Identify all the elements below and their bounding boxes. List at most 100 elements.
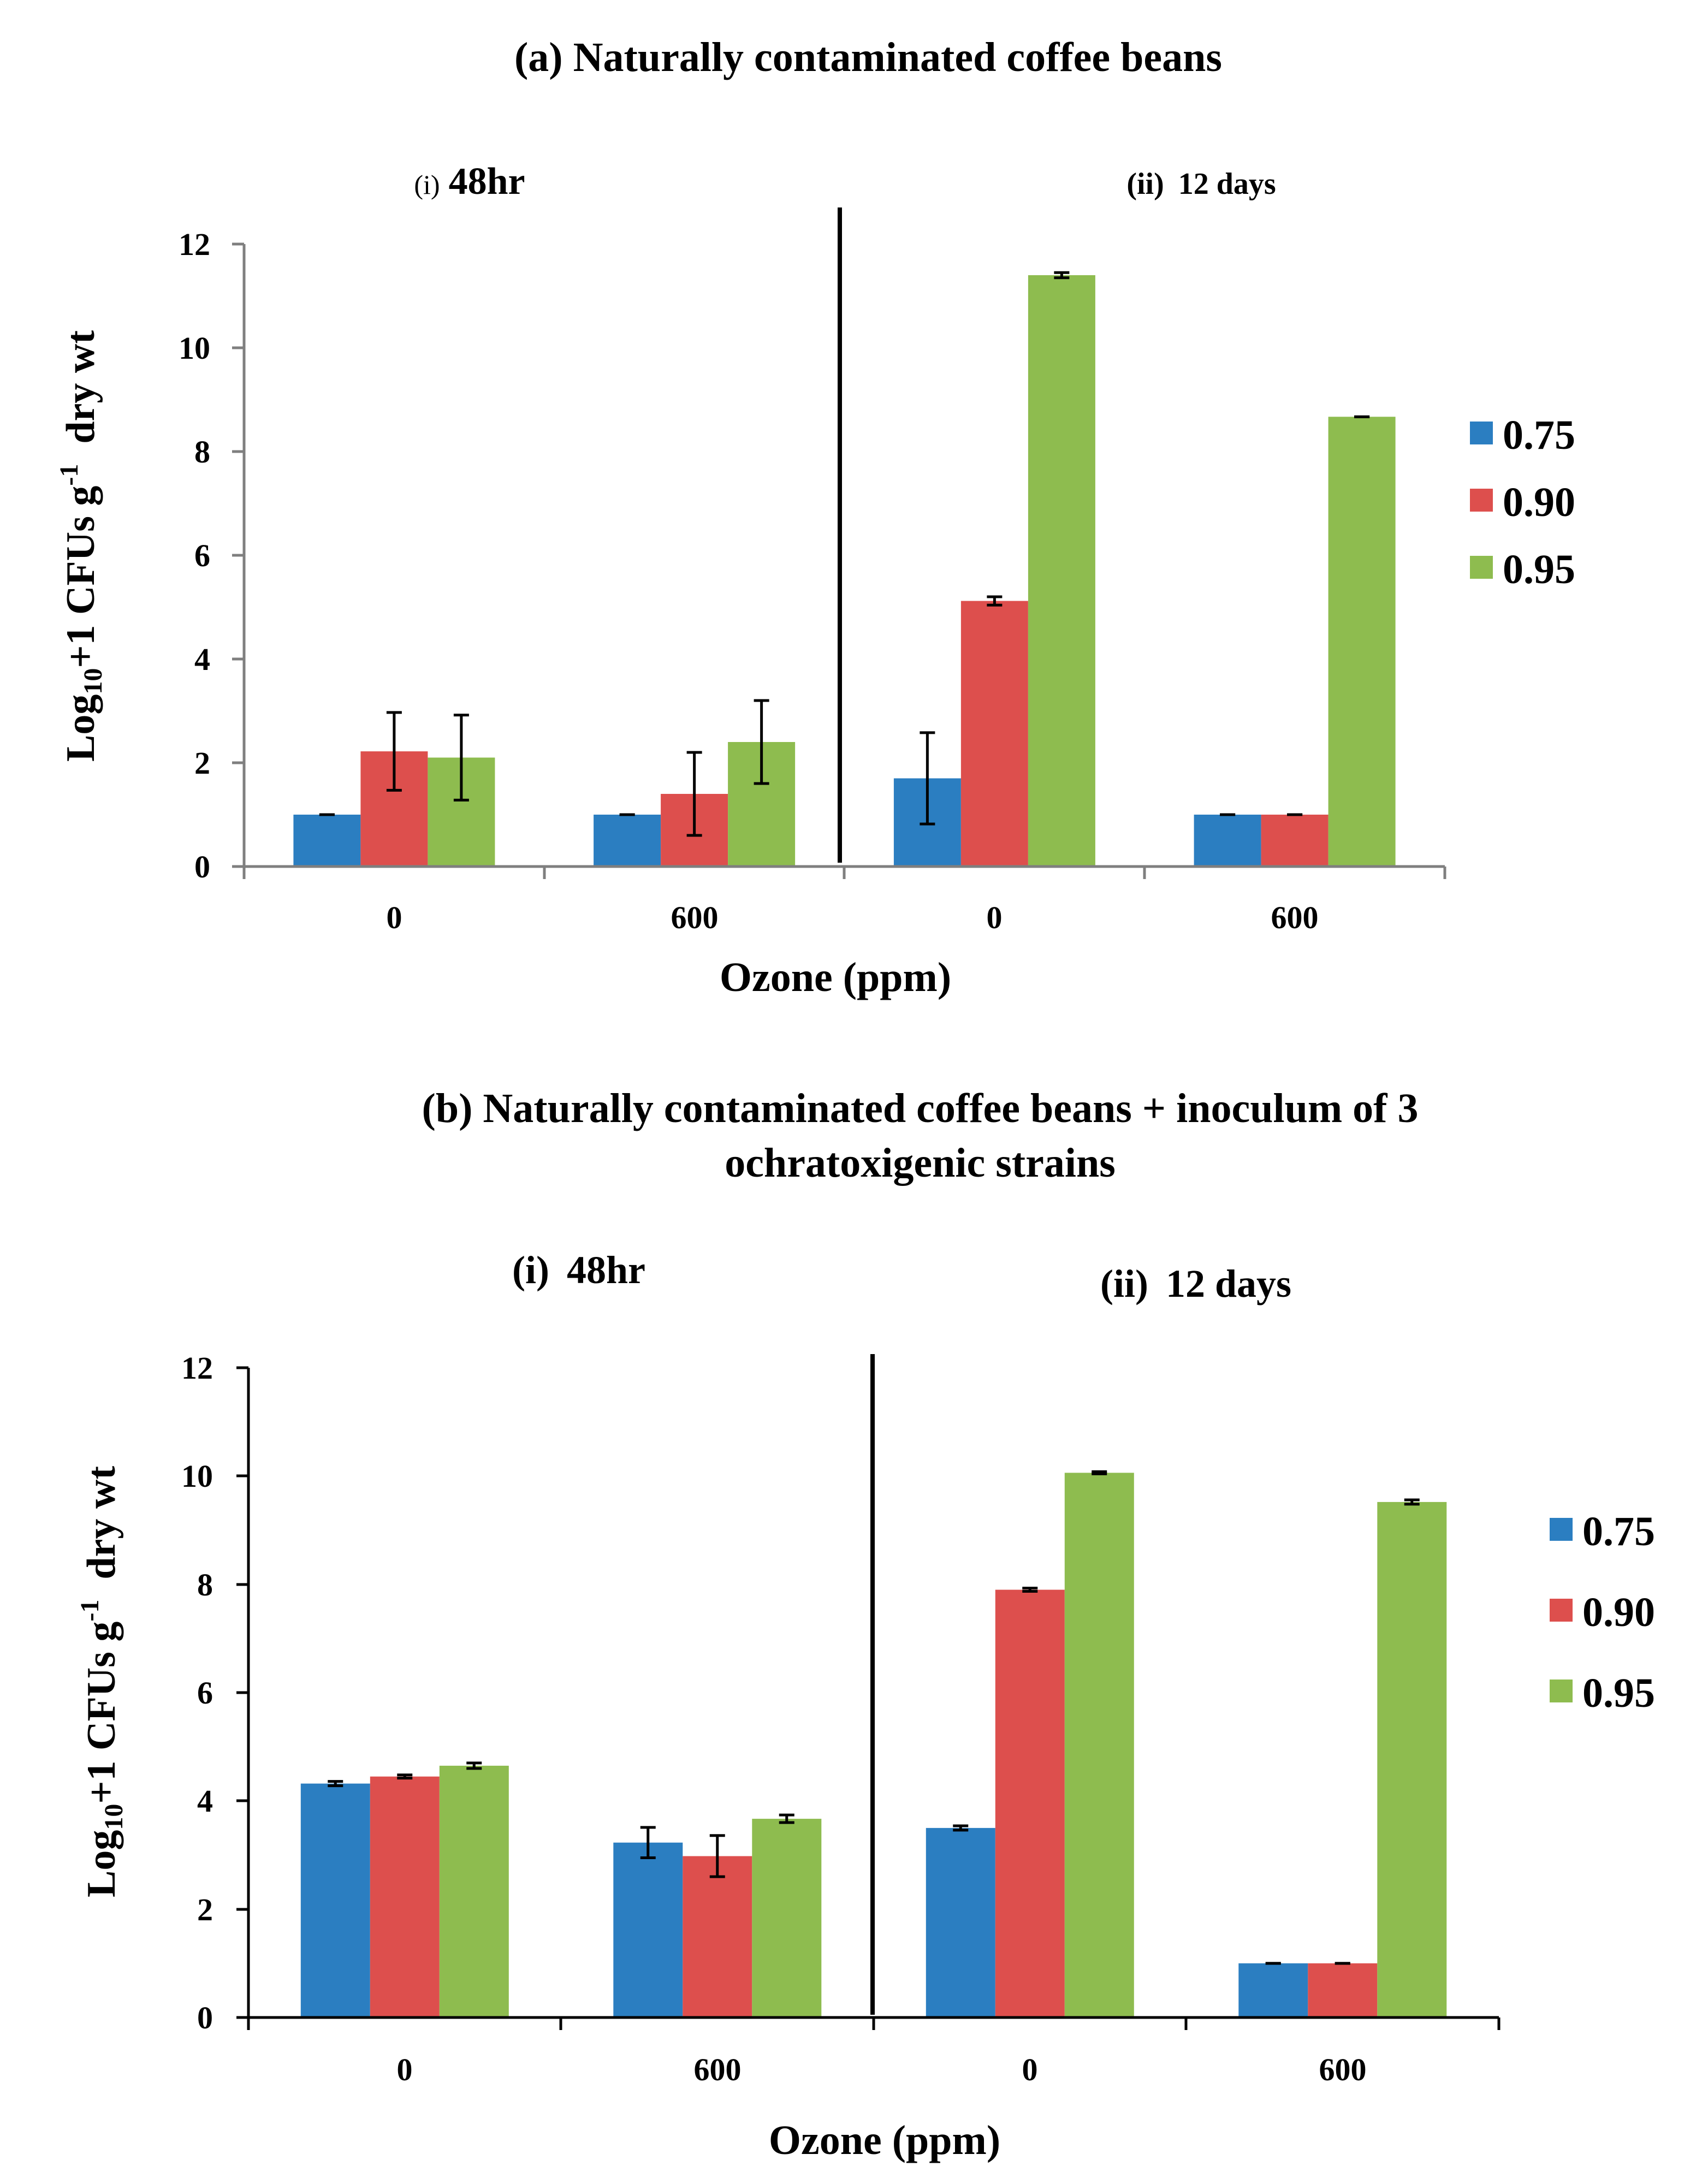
chart-b-ytick-label-2: 2 — [197, 1892, 213, 1927]
chart-a-legend-label-2: 0.95 — [1503, 547, 1575, 592]
chart-b-ylabel-sup: -1 — [75, 1600, 104, 1622]
chart-b-errorbar-s2-c0 — [466, 1761, 482, 1770]
chart-b-y-ticks: 0 2 4 6 8 10 12 — [181, 1350, 248, 2035]
chart-b-bar-s2-c1 — [752, 1819, 822, 2017]
chart-a-category-label-0: 0 — [387, 900, 402, 935]
chart-a-errorbar-s2-c2 — [1054, 271, 1070, 280]
chart-a: (a) Naturally contaminated coffee beans … — [55, 34, 1575, 1000]
chart-a-ytick-label-8: 8 — [194, 434, 210, 470]
chart-a-category-label-1: 600 — [671, 900, 719, 935]
chart-b-errorbar-s0-c2 — [953, 1824, 969, 1832]
chart-b-ytick-label-6: 6 — [197, 1675, 213, 1711]
chart-b-bar-s0-c2 — [926, 1827, 995, 2017]
chart-a-legend: 0.75 0.90 0.95 — [1470, 412, 1575, 592]
chart-a-errorbar-s1-c1 — [686, 751, 702, 837]
chart-a-panel-i-prefix: (i) — [414, 169, 440, 200]
chart-b-ylabel-main: Log — [79, 1830, 124, 1897]
chart-a-panel-ii-prefix: (ii) — [1126, 167, 1164, 201]
chart-b-title-line1: (b) Naturally contaminated coffee beans … — [422, 1085, 1419, 1131]
chart-b-y-axis-label: Log10+1 CFUs g-1 dry wt — [75, 1466, 128, 1897]
chart-b-legend-swatch-1 — [1550, 1599, 1573, 1622]
chart-b-category-label-0: 0 — [397, 2052, 413, 2087]
chart-a-panel-ii-label: (ii) 12 days — [1126, 167, 1276, 201]
chart-b-bar-s2-c2 — [1064, 1473, 1134, 2017]
chart-a-legend-swatch-1 — [1470, 489, 1493, 512]
chart-b-bar-s0-c3 — [1238, 1963, 1308, 2017]
chart-b-bar-s2-c0 — [439, 1765, 509, 2017]
chart-a-bar-s0-c1 — [594, 815, 661, 867]
chart-a-category-label-2: 0 — [987, 900, 1003, 935]
chart-b-errorbar-s0-c0 — [328, 1780, 343, 1788]
chart-b-panel-i-prefix: (i) — [512, 1248, 549, 1292]
chart-a-ylabel-sup: -1 — [55, 464, 84, 486]
chart-a-bar-s2-c3 — [1328, 417, 1396, 867]
chart-b-errorbar-s0-c1 — [640, 1826, 656, 1859]
chart-b-panel-ii-prefix: (ii) — [1100, 1262, 1148, 1305]
chart-a-y-ticks: 0 2 4 6 8 10 12 — [179, 227, 244, 885]
chart-a-x-ticks: 0 600 0 600 — [242, 867, 1446, 935]
chart-a-ytick-label-12: 12 — [179, 227, 210, 262]
chart-b-bar-s1-c2 — [995, 1589, 1065, 2017]
chart-a-errorbar-s1-c2 — [987, 595, 1003, 607]
chart-b: (b) Naturally contaminated coffee beans … — [75, 1085, 1655, 2163]
chart-a-panel-i-name: 48hr — [449, 161, 525, 203]
chart-b-bar-s1-c3 — [1308, 1963, 1378, 2017]
chart-b-ylabel-tail: dry wt — [79, 1466, 124, 1600]
chart-b-title-line2: ochratoxigenic strains — [725, 1140, 1116, 1186]
chart-b-bar-s0-c1 — [613, 1842, 683, 2017]
chart-b-ytick-label-0: 0 — [197, 2000, 213, 2035]
chart-a-title: (a) Naturally contaminated coffee beans — [514, 34, 1222, 80]
chart-b-bar-s1-c1 — [683, 1856, 752, 2017]
chart-b-bar-s0-c0 — [300, 1783, 370, 2017]
chart-a-errorbar-s2-c0 — [453, 714, 469, 802]
chart-a-ylabel-tail: dry wt — [58, 330, 103, 464]
chart-a-ytick-label-10: 10 — [179, 330, 210, 366]
chart-a-ytick-label-2: 2 — [194, 745, 210, 781]
chart-a-errorbar-s0-c2 — [920, 731, 935, 826]
chart-b-x-axis-label: Ozone (ppm) — [769, 2117, 1000, 2163]
chart-a-ytick-label-6: 6 — [194, 538, 210, 573]
chart-b-bar-s2-c3 — [1377, 1502, 1447, 2017]
chart-a-bars — [293, 275, 1396, 867]
chart-a-y-axis-label: Log10+1 CFUs g-1 dry wt — [55, 330, 108, 762]
chart-b-errorbar-s1-c2 — [1022, 1587, 1038, 1593]
chart-b-category-label-2: 0 — [1022, 2052, 1038, 2087]
chart-b-panel-ii-name: 12 days — [1166, 1262, 1291, 1305]
chart-b-errorbar-s2-c2 — [1092, 1470, 1107, 1475]
chart-b-panel-i-name: 48hr — [567, 1248, 645, 1292]
chart-b-x-ticks: 0 600 0 600 — [247, 2017, 1501, 2087]
chart-b-errorbar-s1-c0 — [397, 1773, 413, 1780]
chart-a-errorbar-s1-c0 — [386, 711, 402, 792]
chart-b-errorbar-s2-c1 — [779, 1813, 794, 1824]
chart-a-ytick-label-0: 0 — [194, 849, 210, 885]
chart-b-panel-ii-label: (ii) 12 days — [1100, 1262, 1291, 1305]
chart-b-error-bars — [328, 1470, 1420, 1965]
chart-b-legend-label-1: 0.90 — [1582, 1589, 1655, 1635]
chart-b-bars — [300, 1473, 1447, 2017]
chart-a-error-bars — [319, 271, 1370, 837]
chart-b-category-label-3: 600 — [1319, 2052, 1367, 2087]
chart-a-errorbar-s2-c1 — [754, 699, 769, 785]
chart-b-ylabel-sub: 10 — [99, 1804, 128, 1830]
chart-a-panel-ii-name: 12 days — [1178, 167, 1276, 201]
chart-b-ytick-label-12: 12 — [181, 1350, 213, 1386]
chart-b-errorbar-s2-c3 — [1404, 1498, 1420, 1506]
chart-a-legend-label-1: 0.90 — [1503, 479, 1575, 525]
chart-b-legend: 0.75 0.90 0.95 — [1550, 1509, 1655, 1716]
chart-a-bar-s1-c2 — [960, 601, 1028, 867]
chart-a-legend-swatch-0 — [1470, 422, 1493, 444]
chart-b-ytick-label-10: 10 — [181, 1458, 213, 1494]
chart-a-bar-s1-c3 — [1261, 815, 1329, 867]
chart-b-legend-label-0: 0.75 — [1582, 1509, 1655, 1554]
chart-a-bar-s2-c2 — [1028, 275, 1095, 867]
chart-b-legend-swatch-0 — [1550, 1518, 1573, 1541]
chart-b-category-label-1: 600 — [694, 2052, 742, 2087]
chart-b-legend-label-2: 0.95 — [1582, 1670, 1655, 1716]
chart-b-ytick-label-4: 4 — [197, 1783, 213, 1819]
chart-a-bar-s0-c3 — [1194, 815, 1261, 867]
chart-b-panel-i-label: (i) 48hr — [512, 1248, 645, 1292]
chart-a-legend-label-0: 0.75 — [1503, 412, 1575, 458]
chart-a-x-axis-label: Ozone (ppm) — [720, 954, 951, 1000]
chart-a-ylabel-mid: +1 CFUs g — [58, 486, 103, 668]
